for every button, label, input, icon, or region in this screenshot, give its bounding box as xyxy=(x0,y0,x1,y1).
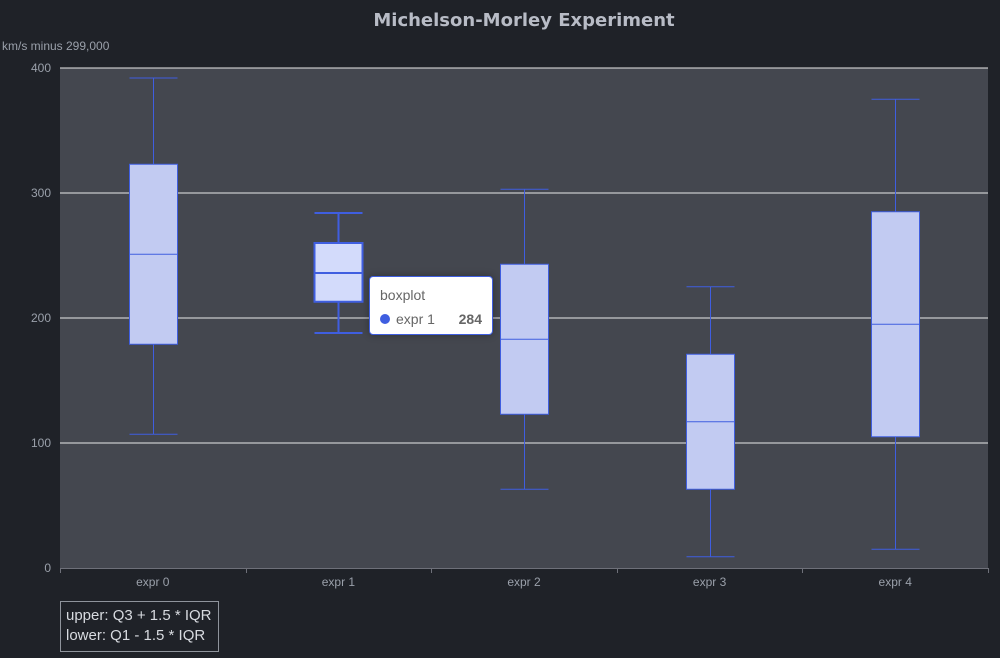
chart-title: Michelson-Morley Experiment xyxy=(373,10,675,31)
x-axis: expr 0 expr 1 expr 2 expr 3 expr 4 xyxy=(60,568,989,589)
y-tick-label: 200 xyxy=(31,311,51,325)
tooltip-value: 284 xyxy=(458,311,482,327)
x-tick-label: expr 3 xyxy=(693,575,727,589)
x-tick-label: expr 2 xyxy=(507,575,541,589)
series-marker-icon xyxy=(380,314,390,324)
note-upper: upper: Q3 + 1.5 * IQR xyxy=(66,607,212,624)
boxes xyxy=(129,77,920,558)
y-tick-label: 400 xyxy=(31,61,51,75)
box-expr-4 xyxy=(871,98,920,550)
grid-lines: 0 100 200 300 400 xyxy=(31,61,988,575)
y-tick-label: 0 xyxy=(44,561,51,575)
box-expr-3 xyxy=(686,286,735,558)
box-expr-2 xyxy=(500,188,549,490)
tooltip: boxplot expr 1 284 xyxy=(369,276,493,335)
x-tick-label: expr 4 xyxy=(879,575,913,589)
tooltip-title: boxplot xyxy=(380,287,426,303)
iqr-note: upper: Q3 + 1.5 * IQR lower: Q1 - 1.5 * … xyxy=(60,601,219,652)
note-lower: lower: Q1 - 1.5 * IQR xyxy=(66,627,206,644)
box-expr-1 xyxy=(313,212,364,334)
x-tick-label: expr 0 xyxy=(136,575,170,589)
tooltip-row: expr 1 284 xyxy=(380,310,482,328)
box-expr-0 xyxy=(129,77,178,435)
x-tick-label: expr 1 xyxy=(322,575,356,589)
y-tick-label: 100 xyxy=(31,436,51,450)
tooltip-series-name: expr 1 xyxy=(396,311,435,327)
y-tick-label: 300 xyxy=(31,186,51,200)
y-axis-label: km/s minus 299,000 xyxy=(2,39,110,53)
